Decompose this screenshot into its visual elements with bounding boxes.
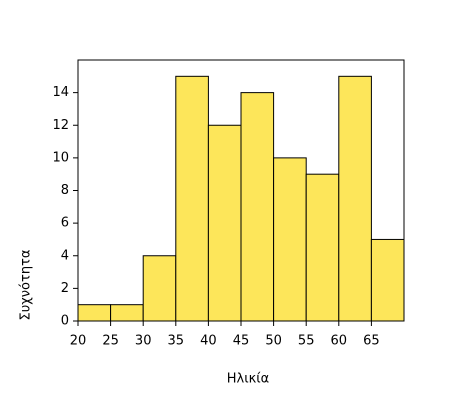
y-tick-label: 6 [61,216,69,231]
x-tick-label: 35 [168,334,185,349]
bar [338,75,372,322]
bar [142,255,177,322]
bar [370,238,405,322]
y-axis-label: Συχνότητα [19,250,34,321]
bar [77,304,112,322]
x-tick-label: 65 [363,334,380,349]
bar [175,75,209,322]
y-tick-label: 8 [61,183,69,198]
x-axis-label: Ηλικία [227,372,270,387]
bar [240,92,275,322]
bar [273,157,307,322]
bar [305,173,340,322]
y-tick-label: 0 [61,314,69,329]
x-tick-label: 25 [102,334,119,349]
bar [207,124,242,322]
x-tick-label: 50 [265,334,282,349]
y-tick-label: 10 [52,150,69,165]
x-tick-label: 60 [331,334,348,349]
y-tick-label: 2 [61,281,69,296]
x-tick-label: 20 [70,334,87,349]
x-tick-label: 45 [233,334,250,349]
x-tick-label: 55 [298,334,315,349]
y-tick-label: 4 [61,248,69,263]
x-tick-label: 40 [200,334,217,349]
y-tick-label: 12 [52,118,69,133]
bar [110,304,144,322]
y-tick-label: 14 [52,85,69,100]
x-tick-label: 30 [135,334,152,349]
